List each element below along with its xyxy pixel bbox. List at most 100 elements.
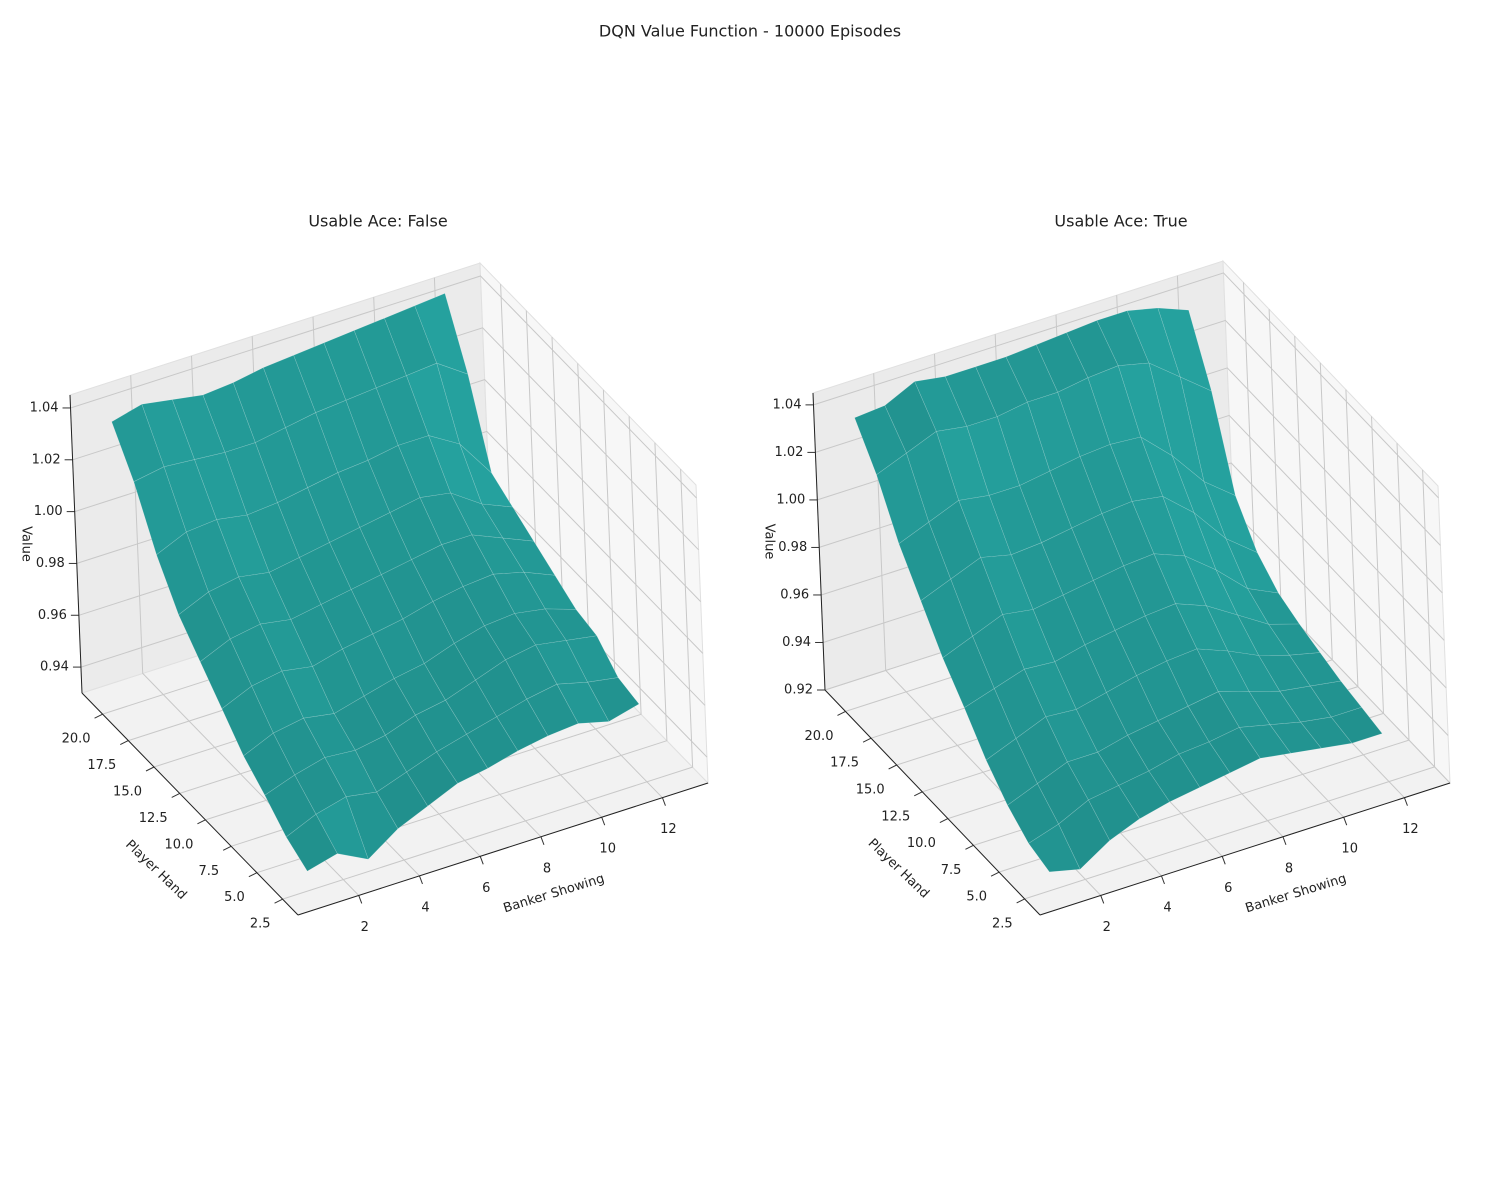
surface-face <box>944 366 998 427</box>
surface-face <box>285 813 338 872</box>
tick-mark <box>358 895 363 904</box>
z-axis-line <box>69 394 83 694</box>
surface-face <box>1131 496 1185 557</box>
y-axis-line <box>824 689 1041 916</box>
x-tick-label: 12 <box>1402 822 1419 837</box>
x-tick-label: 10 <box>1341 842 1358 857</box>
y-tick-label: 7.5 <box>941 863 962 878</box>
tick-mark <box>661 797 666 806</box>
y-tick-label: 10.0 <box>907 836 936 851</box>
surface-face <box>1148 753 1201 803</box>
x-tick-label: 6 <box>1224 881 1232 896</box>
x-tick-label: 4 <box>1163 900 1171 915</box>
surface-face <box>294 757 347 815</box>
y-tick-label: 20.0 <box>62 732 91 747</box>
surface-face <box>345 791 399 860</box>
tick-mark <box>1282 836 1287 845</box>
surface-face <box>920 578 973 659</box>
z-axis-line <box>812 392 826 691</box>
y-tick-label: 10.0 <box>164 837 193 852</box>
tick-mark <box>1403 797 1408 806</box>
tick-mark <box>94 713 103 719</box>
surface-face <box>1118 770 1170 820</box>
tick-mark <box>1100 895 1105 904</box>
z-tick-label: 1.00 <box>776 492 805 507</box>
surface-face <box>406 751 458 807</box>
y-tick-label: 12.5 <box>139 811 168 826</box>
surface-face <box>462 573 515 627</box>
tick-mark <box>1161 875 1165 885</box>
z-tick-label: 1.04 <box>773 397 802 412</box>
tick-mark <box>197 819 206 825</box>
z-tick-label: 0.96 <box>780 587 809 602</box>
z-tick-label: 0.98 <box>36 556 65 571</box>
z-tick-label: 1.02 <box>774 445 803 460</box>
tick-mark <box>540 836 545 845</box>
tick-mark <box>120 740 129 746</box>
x-tick-label: 6 <box>482 881 490 896</box>
tick-mark <box>601 817 606 826</box>
tick-mark <box>419 875 423 885</box>
z-tick-label: 0.96 <box>38 608 67 623</box>
y-tick-label: 7.5 <box>198 864 219 879</box>
y-axis-line <box>81 692 299 916</box>
surface-face <box>1097 734 1150 786</box>
surface-face <box>259 619 313 672</box>
tick-mark <box>1343 817 1348 826</box>
tick-mark <box>1221 856 1226 865</box>
tick-mark <box>990 871 1000 877</box>
surface-face <box>178 591 231 663</box>
grid-line <box>282 469 694 900</box>
surface-face <box>1162 496 1217 571</box>
y-tick-label: 20.0 <box>805 729 834 744</box>
tick-mark <box>837 710 846 716</box>
surface-face <box>315 796 369 860</box>
x-axis-label: Banker Showing <box>502 871 607 916</box>
surface-face <box>1071 513 1124 581</box>
y-tick-label: 2.5 <box>250 917 271 932</box>
x-tick-label: 10 <box>599 842 616 857</box>
tick-mark <box>248 872 258 878</box>
x-tick-label: 8 <box>1285 861 1293 876</box>
tick-mark <box>274 898 283 904</box>
x-axis-label: Banker Showing <box>1244 871 1349 916</box>
y-tick-label: 5.0 <box>224 890 245 905</box>
z-tick-label: 0.94 <box>40 660 69 675</box>
z-tick-label: 1.04 <box>30 400 59 415</box>
y-tick-label: 15.0 <box>856 783 885 798</box>
tick-mark <box>862 737 872 743</box>
surface-face <box>1203 481 1258 553</box>
subplot-title: Usable Ace: True <box>1054 212 1187 231</box>
surface-face <box>876 452 930 545</box>
tick-mark <box>1016 898 1025 904</box>
surface-face <box>299 542 352 605</box>
z-tick-label: 1.02 <box>32 452 61 467</box>
surface-face <box>397 435 451 498</box>
y-tick-label: 12.5 <box>881 809 910 824</box>
surface-face <box>293 342 347 414</box>
surface-face <box>1005 344 1058 403</box>
surface-face <box>133 466 187 556</box>
surface-face <box>264 774 317 838</box>
y-tick-label: 17.5 <box>87 758 116 773</box>
x-tick-label: 12 <box>660 822 677 837</box>
x-axis-line <box>1039 782 1451 916</box>
tick-mark <box>171 792 180 798</box>
surface-face <box>1193 512 1248 589</box>
surface-face <box>342 633 395 697</box>
figure-title: DQN Value Function - 10000 Episodes <box>599 22 901 41</box>
surface-face <box>1239 724 1291 759</box>
z-tick-label: 1.00 <box>34 504 63 519</box>
y-tick-label: 5.0 <box>966 890 987 905</box>
surface-face <box>1028 823 1081 873</box>
subplot-title: Usable Ace: False <box>308 212 447 231</box>
y-tick-label: 15.0 <box>113 785 142 800</box>
z-tick-label: 0.92 <box>784 683 813 698</box>
tick-mark <box>914 791 923 797</box>
surface-face <box>281 666 335 719</box>
x-tick-label: 4 <box>421 900 429 915</box>
tick-mark <box>965 844 974 850</box>
surface-face <box>445 679 498 735</box>
surface-face <box>1079 444 1133 514</box>
x-tick-label: 8 <box>543 861 551 876</box>
